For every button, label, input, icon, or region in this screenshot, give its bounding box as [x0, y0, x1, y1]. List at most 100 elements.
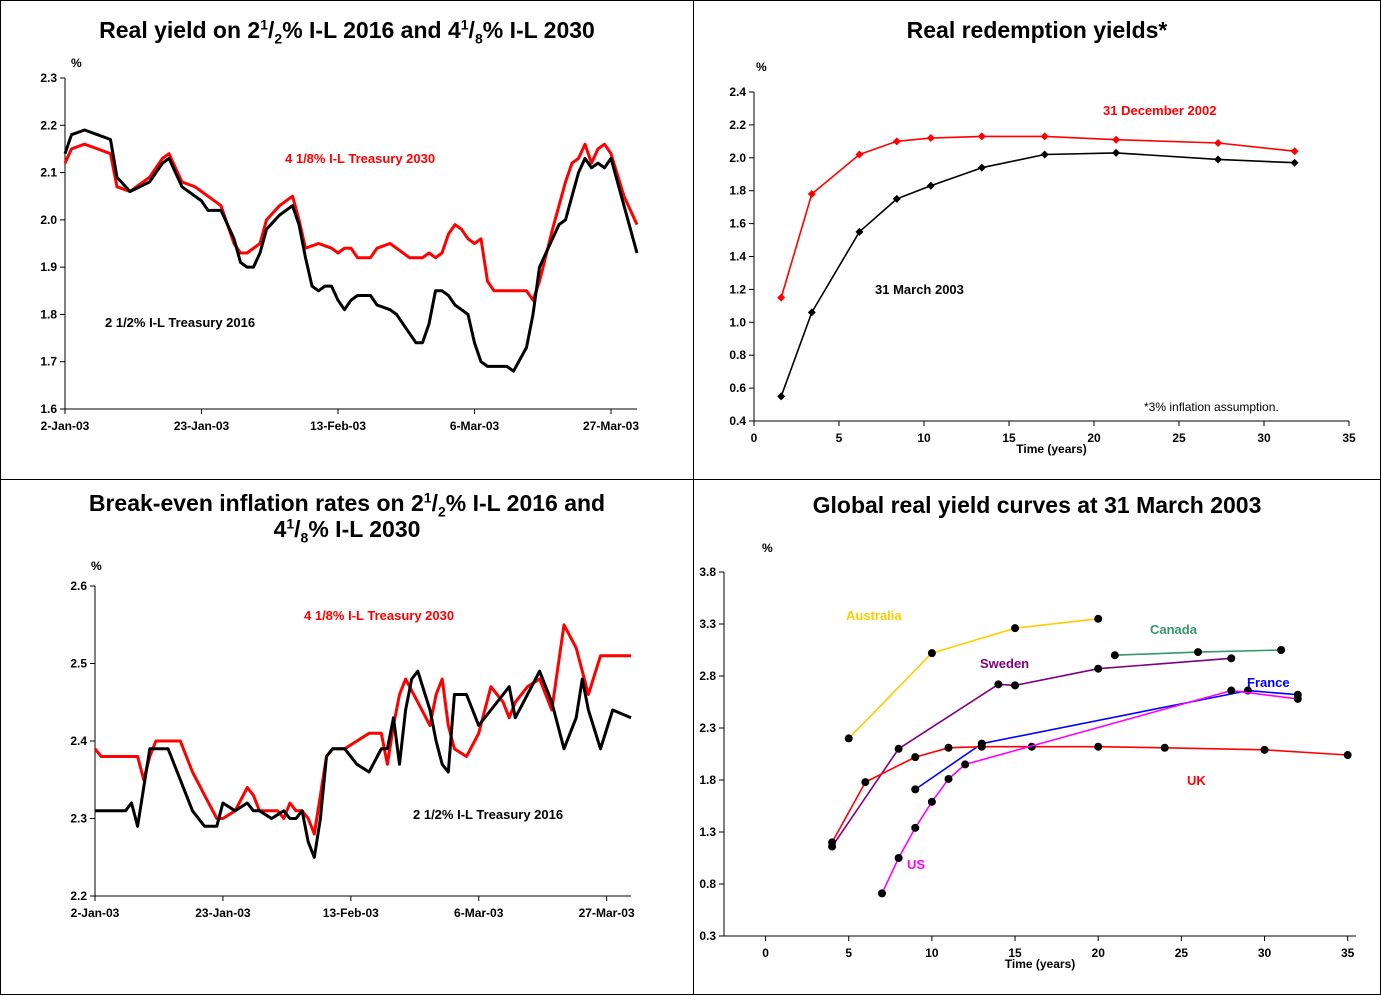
title-part: 4: [273, 516, 287, 542]
y-tick-label: 1.8: [699, 773, 716, 787]
title-sup: 1: [460, 16, 469, 33]
y-tick-label: 0.8: [729, 348, 746, 362]
title-part: % I-L 2030: [308, 516, 421, 542]
series-annotation: 2 1/2% I-L Treasury 2016: [413, 807, 563, 822]
data-point: [961, 760, 970, 769]
chart-title: Global real yield curves at 31 March 200…: [812, 492, 1262, 518]
y-tick-label: 2.6: [70, 579, 87, 593]
y-tick-label: 0.3: [699, 929, 716, 943]
y-tick-label: 2.2: [70, 889, 87, 903]
x-tick-label: 0: [762, 946, 769, 960]
x-tick-label: 35: [1341, 946, 1355, 960]
series-annotation: Sweden: [980, 656, 1029, 671]
data-point: [1011, 624, 1020, 633]
data-point: [1040, 132, 1049, 141]
series-annotation: 31 December 2002: [1103, 103, 1216, 118]
data-point: [977, 742, 986, 751]
data-point: [911, 785, 920, 794]
x-tick-label: 6-Mar-03: [454, 906, 504, 920]
y-tick-label: 2.1: [40, 166, 57, 180]
x-tick-label: 25: [1175, 946, 1189, 960]
y-unit-label: %: [762, 541, 773, 555]
data-point: [1293, 694, 1302, 703]
series-line: [881, 689, 1298, 894]
data-point: [1214, 138, 1223, 147]
data-point: [1094, 614, 1103, 623]
x-tick-label: 13-Feb-03: [323, 906, 379, 920]
panel-real-redemption: Real redemption yields* 0.4 0.6 0.8 1.0 1.2 1…: [693, 0, 1381, 480]
data-point: [1160, 743, 1169, 752]
chart-global-curves: 0.3 0.8 1.3 1.8 2.3 2.8 3.3 3.8% 0 5 10 15 20 25 30 35 T…: [699, 541, 1356, 971]
x-tick-label: 30: [1257, 431, 1271, 445]
data-point: [892, 137, 901, 146]
y-tick-label: 1.6: [40, 402, 57, 416]
y-unit-label: %: [71, 56, 82, 70]
chart-title: Break-even inflation rates on 21/2% I-L …: [1, 490, 693, 545]
y-tick-label: 1.6: [729, 217, 746, 231]
series-line: [848, 618, 1099, 739]
y-tick-label: 0.4: [729, 414, 746, 428]
x-tick-label: 20: [1092, 946, 1106, 960]
series-annotation: US: [907, 857, 925, 872]
data-point: [927, 649, 936, 658]
x-tick-label: 0: [751, 431, 758, 445]
series-line: [831, 657, 1232, 848]
y-tick-label: 2.0: [40, 213, 57, 227]
data-point: [944, 743, 953, 752]
data-point: [1094, 742, 1103, 751]
x-tick-label: 30: [1258, 946, 1272, 960]
data-point: [807, 308, 816, 317]
title-sup: 1: [260, 16, 269, 33]
data-point: [911, 823, 920, 832]
data-point: [911, 753, 920, 762]
data-point: [977, 132, 986, 141]
y-tick-label: 1.8: [729, 184, 746, 198]
y-tick-label: 2.0: [729, 151, 746, 165]
data-point: [878, 889, 886, 898]
y-tick-label: 1.8: [40, 307, 57, 321]
y-tick-label: 1.2: [729, 282, 746, 296]
series-line: [95, 669, 632, 859]
series-line: [780, 135, 1295, 298]
y-tick-label: 3.8: [699, 565, 716, 579]
data-point: [1260, 745, 1269, 754]
series-line: [831, 745, 1348, 843]
series-line: [780, 152, 1295, 397]
y-tick-label: 1.0: [729, 315, 746, 329]
data-point: [994, 680, 1003, 689]
data-point: [828, 838, 837, 847]
series-annotation: 4 1/8% I-L Treasury 2030: [285, 151, 435, 166]
y-tick-label: 2.5: [70, 657, 87, 671]
x-tick-label: 35: [1342, 431, 1356, 445]
x-tick-label: 10: [917, 431, 931, 445]
data-point: [1040, 150, 1049, 159]
chart-title: Real yield on 21/2% I-L 2016 and 41/8% I…: [1, 16, 693, 46]
data-point: [1112, 135, 1121, 144]
x-tick-label: 10: [925, 946, 939, 960]
data-point: [844, 734, 853, 743]
title-part: % I-L 2016 and: [445, 490, 606, 516]
y-tick-label: 2.4: [70, 734, 87, 748]
y-tick-label: 3.3: [699, 617, 716, 631]
series-line: [914, 689, 1298, 791]
y-tick-label: 2.4: [729, 85, 746, 99]
data-point: [927, 797, 936, 806]
title-part: /: [294, 516, 301, 542]
data-point: [1110, 651, 1119, 660]
y-tick-label: 0.8: [699, 877, 716, 891]
data-point: [861, 778, 870, 787]
x-tick-label: 27-Mar-03: [579, 906, 635, 920]
x-tick-label: 23-Jan-03: [174, 419, 230, 433]
y-tick-label: 2.3: [70, 812, 87, 826]
title-part: /: [431, 490, 438, 516]
x-tick-label: 27-Mar-03: [583, 419, 639, 433]
data-point: [1194, 648, 1202, 657]
title-part: Real yield on 2: [99, 17, 261, 43]
chart-real-yield: 1.6 1.7 1.8 1.9 2.0 2.1 2.2 2.3% 2-Jan-03 23-Jan-…: [40, 56, 639, 433]
y-tick-label: 2.2: [729, 118, 746, 132]
data-point: [892, 194, 901, 203]
x-tick-label: 5: [845, 946, 852, 960]
title-part: /: [268, 17, 275, 43]
data-point: [977, 163, 986, 172]
chart-real-redemption: 0.4 0.6 0.8 1.0 1.2 1.4 1.6 1.8 2.0 2.2 2.4% 0 5 10 15…: [729, 60, 1356, 456]
